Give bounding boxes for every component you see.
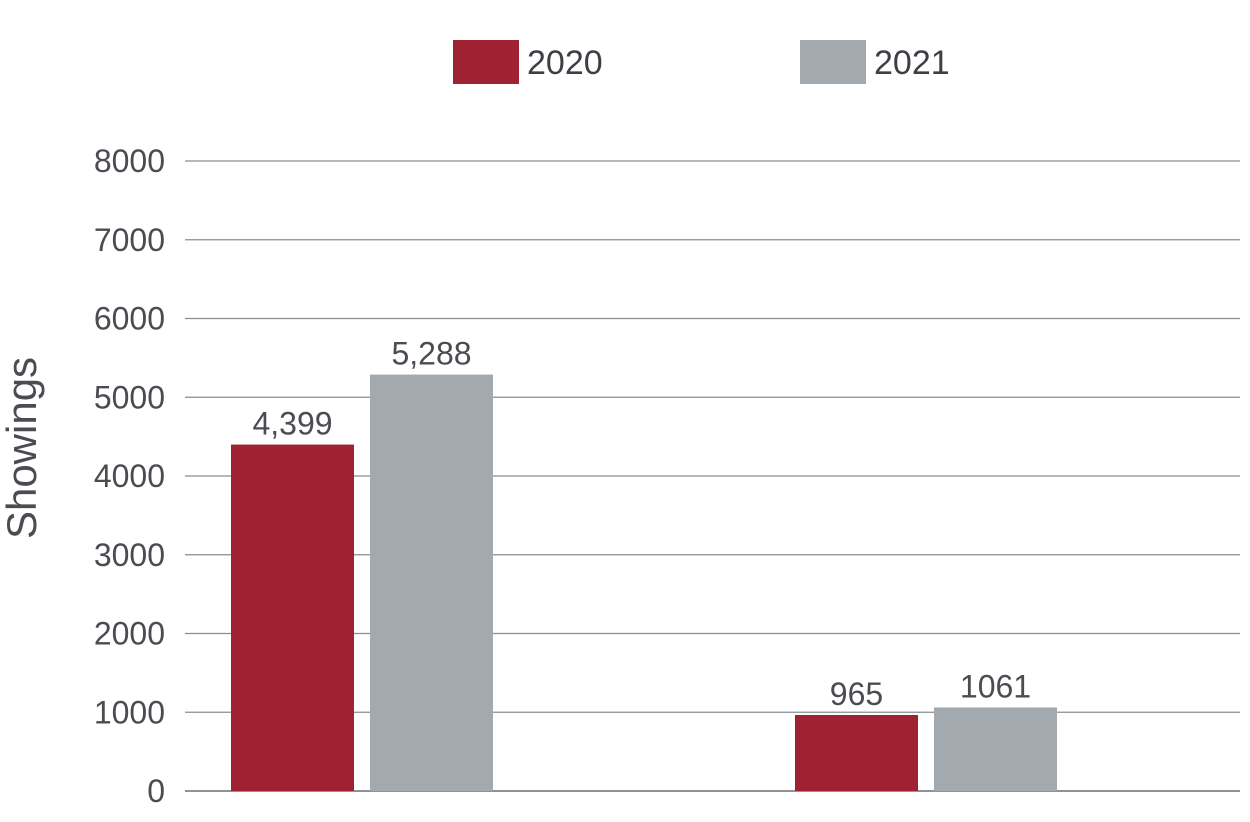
- data-label: 4,399: [252, 406, 332, 442]
- bars: [231, 374, 1057, 791]
- y-tick-label: 1000: [94, 694, 165, 730]
- legend: 2020 2021: [453, 40, 950, 84]
- data-label: 5,288: [391, 336, 471, 372]
- y-tick-label: 2000: [94, 616, 165, 652]
- y-tick-label: 0: [147, 773, 165, 809]
- bar-2021-0: [370, 374, 493, 791]
- y-tick-label: 5000: [94, 379, 165, 415]
- data-label: 1061: [960, 668, 1031, 704]
- y-tick-label: 7000: [94, 222, 165, 258]
- bar-2020-0: [231, 444, 354, 791]
- y-axis-ticks: 0 1000 2000 3000 4000 5000 6000 7000 8000: [94, 143, 165, 809]
- legend-label: 2020: [527, 44, 603, 82]
- y-tick-label: 8000: [94, 143, 165, 179]
- bar-2020-1: [795, 715, 918, 791]
- legend-swatch: [800, 40, 866, 84]
- y-axis-title: Showings: [0, 357, 45, 539]
- gridlines: [185, 160, 1240, 792]
- y-tick-label: 6000: [94, 301, 165, 337]
- data-labels: 4,399 965 5,288 1061: [252, 336, 1031, 712]
- y-tick-label: 3000: [94, 537, 165, 573]
- bar-2021-1: [934, 707, 1057, 791]
- y-tick-label: 4000: [94, 458, 165, 494]
- data-label: 965: [830, 676, 883, 712]
- legend-swatch: [453, 40, 519, 84]
- legend-label: 2021: [874, 44, 950, 82]
